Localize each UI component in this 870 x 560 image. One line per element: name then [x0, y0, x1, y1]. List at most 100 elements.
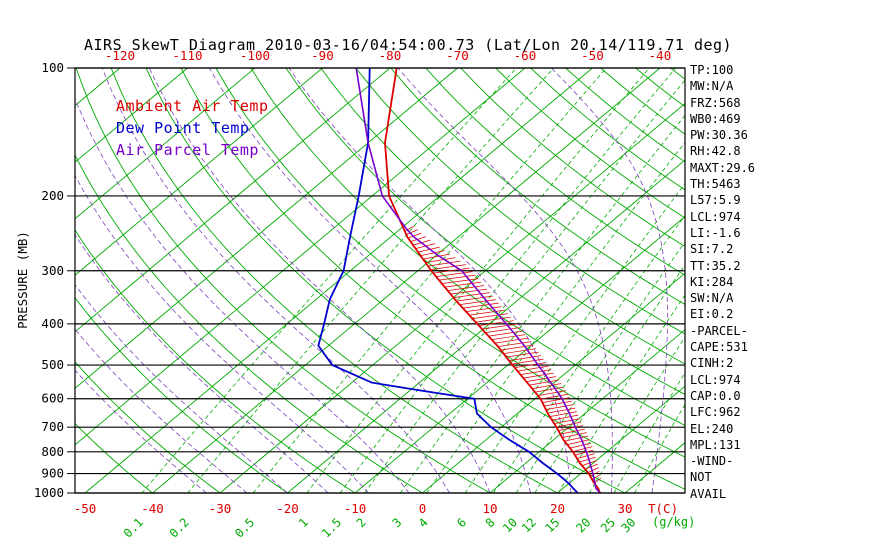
- bottom-temp-tick-label: -30: [209, 501, 232, 516]
- stat-line-25: NOT: [690, 470, 712, 485]
- isotherm-line: [152, 68, 661, 493]
- svg-text:0.5: 0.5: [232, 515, 257, 540]
- stat-line-13: KI:284: [690, 274, 734, 289]
- dry-adiabat-line: [75, 361, 221, 493]
- mixing-ratio-line: [534, 264, 685, 493]
- svg-text:3: 3: [389, 515, 404, 530]
- hatch-stroke: [494, 337, 529, 344]
- svg-text:0.1: 0.1: [121, 515, 146, 540]
- isotherm-line: [75, 68, 391, 333]
- hatch-stroke: [523, 372, 554, 379]
- stat-line-3: WB0:469: [690, 111, 741, 126]
- stat-line-2: FRZ:568: [690, 95, 741, 110]
- pressure-tick-label: 500: [41, 357, 64, 372]
- hatch-stroke: [488, 330, 523, 337]
- svg-text:0.2: 0.2: [167, 515, 192, 540]
- hatch-stroke: [534, 386, 564, 393]
- pressure-tick-label: 600: [41, 391, 64, 406]
- mixing-ratio-label: 6: [454, 515, 469, 530]
- hatch-stroke: [447, 285, 485, 291]
- dry-adiabat-line: [285, 68, 685, 395]
- hatch-stroke: [562, 432, 587, 438]
- dry-adiabat-line: [390, 68, 685, 305]
- svg-text:2: 2: [354, 515, 369, 530]
- hatch-stroke: [469, 309, 505, 316]
- hatch-stroke: [433, 267, 470, 274]
- pressure-tick-label: 300: [41, 263, 64, 278]
- mixing-ratio-label: 0.1: [121, 515, 146, 540]
- hatch-stroke: [500, 344, 534, 351]
- dry-adiabat-line: [495, 68, 685, 219]
- stat-line-19: LCL:974: [690, 372, 741, 387]
- hatch-stroke: [462, 302, 499, 309]
- mixing-ratio-label: 30: [618, 515, 638, 535]
- hatch-stroke: [558, 425, 584, 431]
- stat-line-15: EI:0.2: [690, 307, 734, 322]
- dry-adiabat-line: [75, 68, 491, 493]
- bottom-temp-tick-label: -40: [141, 501, 164, 516]
- hatch-stroke: [503, 348, 536, 354]
- bottom-temp-tick-label: 20: [550, 501, 565, 516]
- stats-panel: TP:100 MW:N/A FRZ:568 WB0:469 PW:30.36 RH:42.…: [690, 62, 755, 502]
- hatch-stroke: [549, 411, 577, 417]
- hatch-stroke: [472, 313, 508, 319]
- hatch-stroke: [572, 446, 593, 452]
- hatch-stroke: [450, 288, 487, 295]
- mixing-ratio-label: 2: [354, 515, 369, 530]
- moist-adiabat-line: [75, 369, 207, 493]
- stat-line-12: TT:35.2: [690, 258, 741, 273]
- mixing-ratio-label: 1: [296, 515, 311, 530]
- hatch-stroke: [485, 327, 520, 333]
- hatch-stroke: [407, 232, 422, 239]
- stat-line-7: TH:5463: [690, 177, 741, 192]
- mixing-ratio-line: [399, 114, 685, 493]
- dew-point-curve: [317, 68, 579, 493]
- plot-frame: [74, 67, 686, 494]
- mixing-ratio-line: [589, 336, 685, 493]
- svg-text:10: 10: [500, 515, 520, 535]
- isotherm-line: [75, 68, 526, 446]
- pressure-tick-label: 800: [41, 444, 64, 459]
- stat-line-1: MW:N/A: [690, 79, 734, 94]
- dry-adiabat-line: [740, 68, 870, 493]
- hatch-stroke: [478, 320, 514, 326]
- mixing-ratio-line: [426, 141, 685, 493]
- hatch-stroke: [497, 341, 531, 347]
- stat-line-10: LI:-1.6: [690, 225, 741, 240]
- dry-adiabat-line: [460, 68, 685, 247]
- top-temp-tick-label: -110: [172, 48, 202, 63]
- hatch-stroke: [540, 393, 569, 400]
- stat-line-16: -PARCEL-: [690, 323, 748, 338]
- axis-labels: -120 -110 -100 -90 -80 -70 -60 -50 -40-50 -40 -30-…: [15, 48, 695, 540]
- svg-text:1.5: 1.5: [319, 515, 344, 540]
- pressure-tick-label: 400: [41, 316, 64, 331]
- hatch-stroke: [491, 334, 526, 340]
- legend: Ambient Air Temp Dew Point Temp Air Parcel…: [116, 95, 269, 161]
- moist-adiabat-line: [148, 68, 491, 493]
- dry-adiabat-line: [180, 68, 685, 490]
- bottom-temp-tick-label: 30: [617, 501, 632, 516]
- top-temp-tick-label: -100: [240, 48, 270, 63]
- hatch-stroke: [438, 274, 476, 281]
- dry-adiabat-line: [250, 68, 685, 427]
- svg-text:6: 6: [454, 515, 469, 530]
- dry-adiabat-line: [75, 297, 288, 493]
- stat-line-23: MPL:131: [690, 437, 741, 452]
- stat-line-6: MAXT:29.6: [690, 160, 756, 175]
- hatch-stroke: [544, 400, 572, 407]
- top-temp-tick-label: -80: [379, 48, 402, 63]
- hatch-stroke: [444, 281, 482, 288]
- mixing-ratio-label: 15: [542, 515, 562, 535]
- svg-text:1: 1: [296, 515, 311, 530]
- pressure-tick-label: 900: [41, 466, 64, 481]
- stat-line-5: RH:42.8: [690, 144, 741, 159]
- bottom-temp-tick-label: 0: [419, 501, 427, 516]
- hatch-stroke: [508, 355, 541, 361]
- temp-unit-label: T(C): [648, 501, 678, 516]
- hatch-stroke: [425, 257, 456, 263]
- mixing-ratio-label: 12: [519, 515, 539, 535]
- hatch-stroke: [590, 470, 600, 477]
- isotherm-line: [75, 68, 458, 389]
- moist-adiabat-line: [75, 97, 410, 493]
- svg-text:4: 4: [416, 515, 431, 530]
